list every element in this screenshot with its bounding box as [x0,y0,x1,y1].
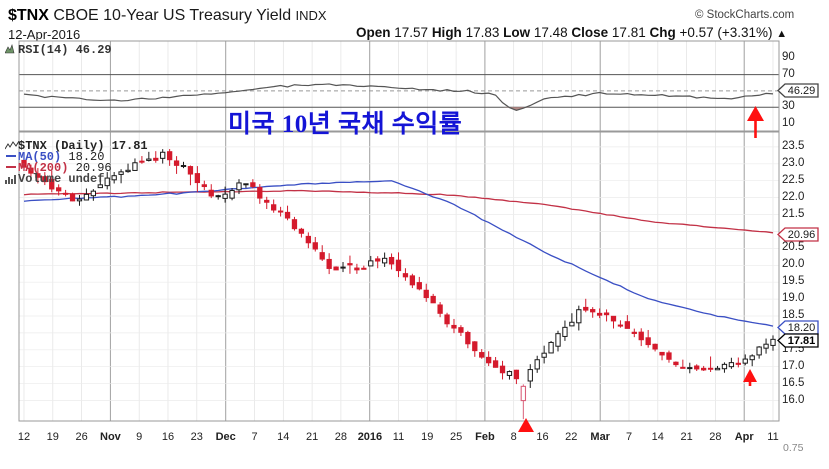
svg-text:17.81: 17.81 [788,335,816,347]
svg-text:20.96: 20.96 [788,229,816,241]
svg-text:18.20: 18.20 [788,322,816,334]
